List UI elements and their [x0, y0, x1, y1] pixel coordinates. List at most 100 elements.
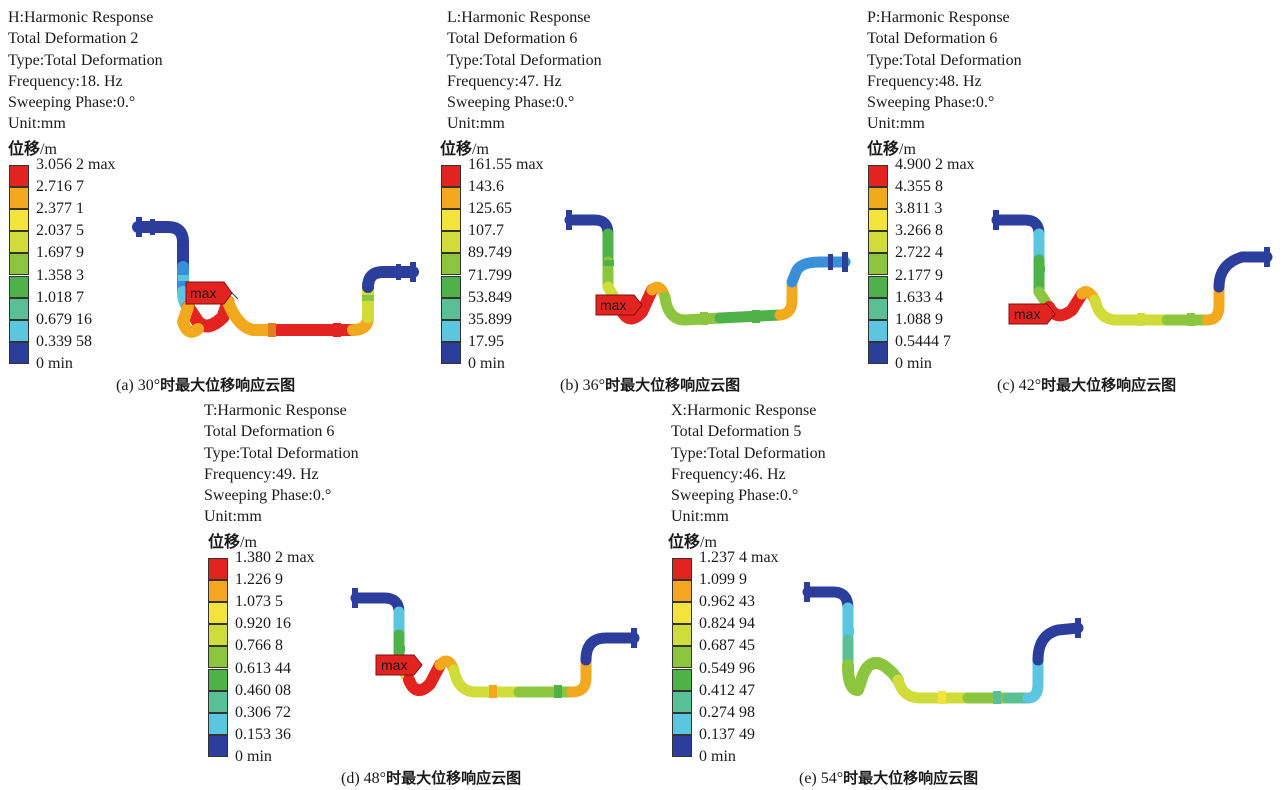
legend-swatch — [9, 297, 29, 320]
legend-swatch — [672, 580, 692, 603]
legend-label: 0.137 49 — [699, 725, 755, 743]
legend-swatch — [672, 646, 692, 669]
caption-text: 时最大位移响应云图 — [386, 769, 522, 787]
legend-label: 161.55 max — [468, 156, 544, 173]
pipe-model-b: max — [564, 210, 851, 326]
legend-label: 35.899 — [468, 310, 512, 328]
legend-label: 3.266 8 — [895, 222, 943, 240]
header-type: Type:Total Deformation — [8, 51, 163, 69]
legend-title: 位移/m — [440, 135, 489, 159]
header-title: H:Harmonic Response — [8, 9, 154, 26]
legend-swatch — [208, 646, 228, 669]
legend-label: 1.099 9 — [699, 571, 747, 589]
legend-label: 0.687 45 — [699, 637, 755, 655]
legend-swatch — [868, 275, 888, 298]
caption-text: 时最大位移响应云图 — [843, 769, 979, 787]
legend-title-text: 位移 — [867, 139, 900, 158]
panel-d: T:Harmonic Response Total Deformation 6 … — [204, 400, 644, 790]
legend-label: 4.355 8 — [895, 178, 943, 196]
legend-swatch — [9, 319, 29, 342]
legend-swatch — [441, 341, 461, 364]
legend-unit: /m — [899, 141, 916, 158]
legend-label: 4.900 2 max — [895, 156, 975, 173]
legend-label: 0 min — [468, 354, 505, 372]
legend-swatch — [9, 165, 29, 188]
header-result: Total Deformation 6 — [204, 423, 335, 441]
legend-label: 0.549 96 — [699, 659, 755, 677]
caption-prefix: (a) 30° — [116, 377, 161, 394]
legend-swatch — [208, 558, 228, 581]
header-result: Total Deformation 5 — [671, 423, 802, 441]
legend-swatch — [868, 209, 888, 232]
header-phase: Sweeping Phase:0.° — [867, 94, 995, 112]
legend-swatch — [868, 319, 888, 342]
legend-swatch — [868, 253, 888, 276]
legend-unit: /m — [240, 534, 257, 551]
legend-swatch — [672, 734, 692, 757]
header-frequency: Frequency:49. Hz — [204, 465, 319, 483]
legend-swatch — [441, 253, 461, 276]
header-frequency: Frequency:18. Hz — [8, 72, 123, 90]
legend-swatch — [441, 319, 461, 342]
legend-swatch — [9, 187, 29, 210]
legend-swatch — [208, 690, 228, 713]
legend-label: 2.177 9 — [895, 266, 943, 284]
header-phase: Sweeping Phase:0.° — [204, 487, 332, 505]
caption-prefix: (e) 54° — [799, 770, 844, 787]
legend-swatch — [208, 712, 228, 735]
header-result: Total Deformation 6 — [867, 30, 998, 48]
legend-title: 位移/m — [208, 528, 257, 552]
legend-title-text: 位移 — [8, 139, 41, 158]
legend-swatch — [672, 624, 692, 647]
header-unit: Unit:mm — [867, 115, 925, 133]
header-frequency: Frequency:47. Hz — [447, 72, 562, 90]
panel-e-header: X:Harmonic Response Total Deformation 5 … — [671, 400, 826, 528]
legend-label: 71.799 — [468, 266, 512, 284]
header-type: Type:Total Deformation — [671, 444, 826, 462]
legend-label: 0.920 16 — [235, 615, 291, 633]
legend-label: 0.306 72 — [235, 703, 291, 721]
panel-a: H:Harmonic Response Total Deformation 2 … — [8, 7, 428, 397]
legend-swatch — [441, 297, 461, 320]
legend-swatch — [672, 690, 692, 713]
legend-label: 2.722 4 — [895, 244, 943, 262]
legend-swatch — [9, 275, 29, 298]
legend-label: 0 min — [235, 747, 272, 765]
legend-label: 1.358 3 — [36, 266, 84, 284]
header-phase: Sweeping Phase:0.° — [671, 487, 799, 505]
legend-label: 143.6 — [468, 178, 504, 196]
header-title: T:Harmonic Response — [204, 402, 347, 419]
legend-swatch — [868, 165, 888, 188]
header-result: Total Deformation 2 — [8, 30, 139, 48]
legend-swatch — [868, 297, 888, 320]
legend-label: 0.962 43 — [699, 593, 755, 611]
legend-label: 1.088 9 — [895, 310, 943, 328]
legend-swatch — [868, 187, 888, 210]
legend-swatch — [868, 231, 888, 254]
max-marker-label: max — [190, 285, 216, 301]
legend-label: 0 min — [699, 747, 736, 765]
legend-label: 0.153 36 — [235, 725, 291, 743]
panel-d-header: T:Harmonic Response Total Deformation 6 … — [204, 400, 359, 528]
legend-label: 2.716 7 — [36, 178, 84, 196]
legend-label: 1.226 9 — [235, 571, 283, 589]
legend-swatch — [208, 624, 228, 647]
panel-b-caption: (b) 36°时最大位移响应云图 — [560, 374, 740, 395]
legend-swatch — [441, 209, 461, 232]
legend-title: 位移/m — [867, 135, 916, 159]
panel-e-caption: (e) 54°时最大位移响应云图 — [799, 767, 978, 788]
legend-label: 0.339 58 — [36, 332, 92, 350]
legend-swatch — [208, 668, 228, 691]
legend-title: 位移/m — [668, 528, 717, 552]
legend-swatch — [9, 209, 29, 232]
legend-label: 0.5444 7 — [895, 332, 951, 350]
legend-label: 0.274 98 — [699, 703, 755, 721]
panel-e: X:Harmonic Response Total Deformation 5 … — [668, 400, 1088, 790]
legend-label: 1.697 9 — [36, 244, 84, 262]
header-title: P:Harmonic Response — [867, 9, 1010, 26]
legend-swatch — [441, 187, 461, 210]
panel-a-caption: (a) 30°时最大位移响应云图 — [116, 374, 295, 395]
header-unit: Unit:mm — [8, 115, 66, 133]
legend-label: 0.766 8 — [235, 637, 283, 655]
legend-swatch — [441, 275, 461, 298]
